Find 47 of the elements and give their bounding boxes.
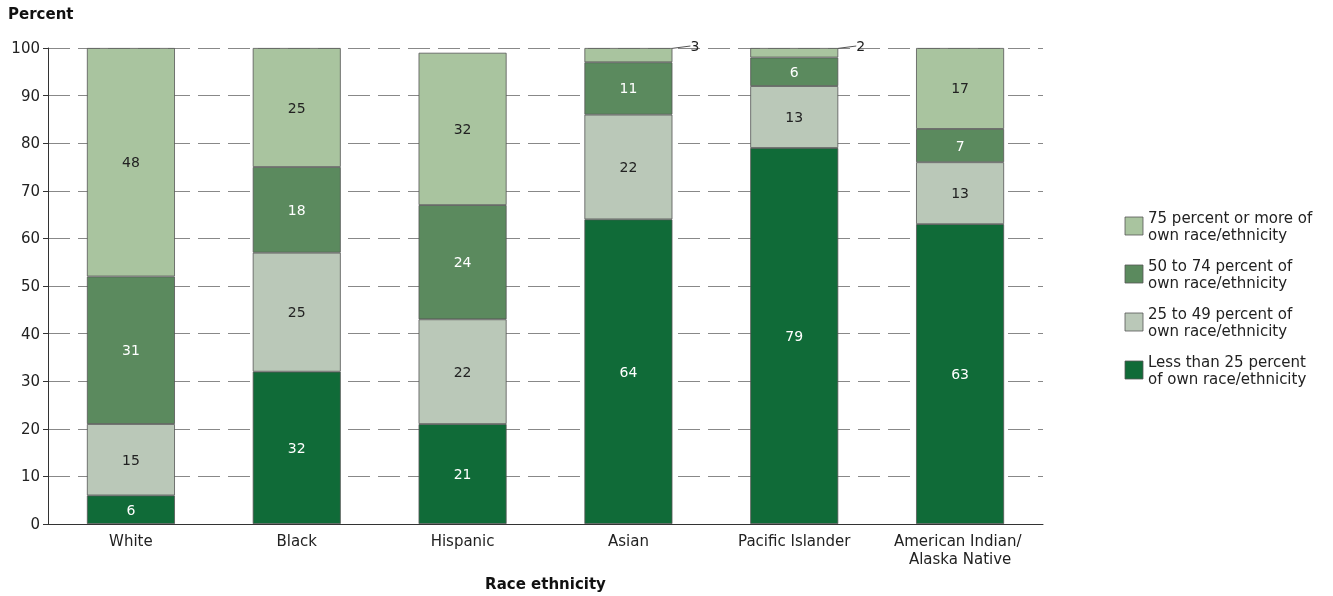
y-tick-label: 100 (11, 39, 40, 57)
data-label: 7 (955, 137, 965, 154)
data-label: 2 (856, 38, 866, 54)
x-tick-label: Asian (607, 532, 649, 550)
data-label: 64 (619, 363, 638, 380)
y-tick-label: 30 (20, 372, 40, 391)
y-tick-label: 60 (20, 229, 40, 248)
legend-label: Less than 25 percent of own race/ethnicity (1148, 352, 1311, 388)
data-label: 32 (453, 120, 472, 137)
data-label: 3 (690, 38, 700, 54)
y-tick-label: 50 (20, 277, 40, 295)
data-label: 6 (789, 63, 799, 80)
data-label: 15 (122, 451, 140, 468)
data-label: 31 (122, 342, 140, 359)
data-label: 22 (619, 159, 638, 175)
y-axis-title: Percent (8, 4, 74, 23)
x-tick-label: Black (276, 532, 318, 550)
data-label: 13 (785, 109, 804, 126)
y-tick-label: 20 (20, 419, 40, 438)
x-tick-label: American Indian/ Alaska Native (893, 532, 1027, 568)
x-tick-label: Hispanic (430, 532, 495, 550)
legend-label: 75 percent or more of own race/ethnicity (1148, 208, 1318, 244)
legend-label: 50 to 74 percent of own race/ethnicity (1148, 256, 1297, 292)
data-label: 48 (122, 154, 140, 171)
y-tick-label: 0 (30, 515, 40, 533)
data-label: 24 (453, 254, 472, 271)
y-tick-label: 10 (20, 467, 40, 486)
data-label: 18 (287, 201, 306, 218)
data-label: 22 (453, 363, 472, 380)
y-tick-label: 90 (20, 86, 40, 105)
data-label: 21 (453, 466, 472, 483)
data-label: 25 (287, 99, 306, 116)
legend-label: 25 to 49 percent of own race/ethnicity (1148, 304, 1297, 340)
data-label: 32 (287, 439, 306, 456)
data-label: 6 (126, 501, 136, 518)
y-tick-label: 80 (20, 134, 40, 153)
data-label: 25 (287, 304, 306, 321)
x-tick-label: White (109, 532, 153, 550)
data-label: 17 (951, 80, 969, 97)
y-tick-label: 70 (20, 181, 40, 200)
data-label: 11 (619, 80, 638, 97)
x-axis-title: Race ethnicity (485, 574, 607, 593)
x-tick-label: Pacific Islander (738, 532, 852, 550)
data-label: 13 (951, 185, 969, 202)
data-label: 79 (785, 327, 804, 344)
y-tick-label: 40 (20, 324, 40, 343)
data-label: 63 (951, 366, 969, 383)
